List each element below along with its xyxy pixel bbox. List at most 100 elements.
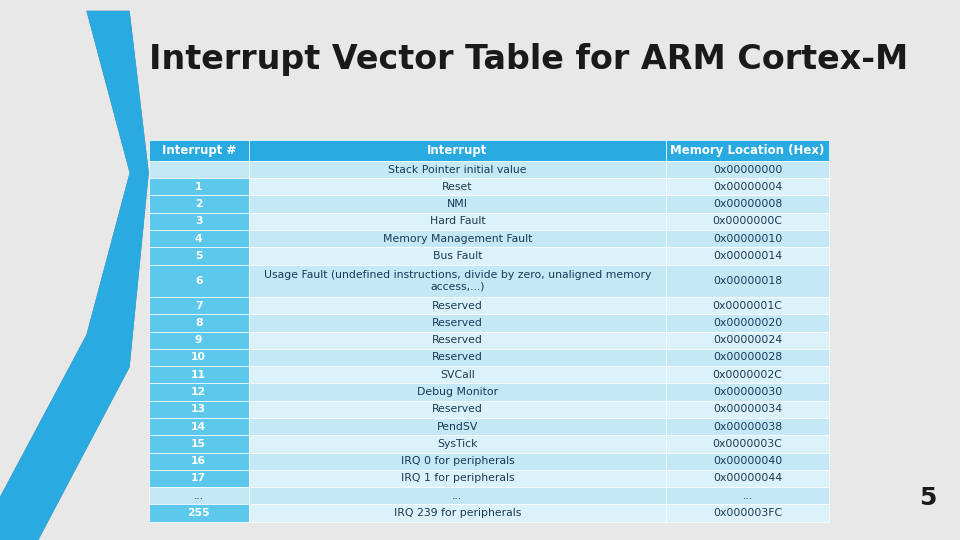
Polygon shape <box>0 11 149 540</box>
Text: 0x0000001C: 0x0000001C <box>712 301 782 310</box>
Text: 8: 8 <box>195 318 203 328</box>
Text: 0x00000010: 0x00000010 <box>713 234 782 244</box>
Text: SVCall: SVCall <box>440 370 475 380</box>
Bar <box>149 418 249 435</box>
Text: 7: 7 <box>195 301 203 310</box>
Bar <box>249 178 666 195</box>
Text: Hard Fault: Hard Fault <box>430 217 485 226</box>
Bar <box>666 349 828 366</box>
Bar <box>666 230 828 247</box>
Text: Reserved: Reserved <box>432 404 483 414</box>
Bar <box>149 349 249 366</box>
Text: 0x0000003C: 0x0000003C <box>712 439 782 449</box>
Bar <box>249 418 666 435</box>
Text: 0x00000024: 0x00000024 <box>713 335 782 345</box>
Bar <box>666 247 828 265</box>
Text: 11: 11 <box>191 370 206 380</box>
Text: 0x00000028: 0x00000028 <box>713 353 782 362</box>
Bar <box>249 297 666 314</box>
Bar <box>249 332 666 349</box>
Bar <box>149 453 249 470</box>
Bar <box>666 178 828 195</box>
Bar <box>666 265 828 297</box>
Bar <box>149 487 249 504</box>
Bar <box>249 314 666 332</box>
Text: Debug Monitor: Debug Monitor <box>417 387 498 397</box>
Text: 0x00000030: 0x00000030 <box>713 387 782 397</box>
Text: NMI: NMI <box>447 199 468 209</box>
Bar <box>666 195 828 213</box>
Text: 16: 16 <box>191 456 206 466</box>
Bar <box>249 161 666 178</box>
Bar <box>666 161 828 178</box>
Bar <box>666 366 828 383</box>
Text: 255: 255 <box>187 508 210 518</box>
Bar <box>666 383 828 401</box>
Text: 0x00000038: 0x00000038 <box>713 422 782 431</box>
Bar <box>149 230 249 247</box>
Text: Stack Pointer initial value: Stack Pointer initial value <box>388 165 527 174</box>
Text: 2: 2 <box>195 199 203 209</box>
Bar <box>149 314 249 332</box>
Text: 9: 9 <box>195 335 203 345</box>
Bar <box>666 453 828 470</box>
Bar <box>249 195 666 213</box>
Bar <box>249 504 666 522</box>
Bar <box>149 383 249 401</box>
Text: 15: 15 <box>191 439 206 449</box>
Bar <box>249 453 666 470</box>
Text: 1: 1 <box>195 182 203 192</box>
Bar <box>149 470 249 487</box>
Bar <box>249 140 666 161</box>
Bar <box>149 297 249 314</box>
Text: ...: ... <box>452 491 463 501</box>
Bar <box>249 230 666 247</box>
Bar <box>249 470 666 487</box>
Text: 0x0000002C: 0x0000002C <box>712 370 782 380</box>
Bar <box>149 140 249 161</box>
Bar <box>149 161 249 178</box>
Polygon shape <box>0 11 149 540</box>
Text: 13: 13 <box>191 404 206 414</box>
Text: PendSV: PendSV <box>437 422 478 431</box>
Text: 0x000003FC: 0x000003FC <box>713 508 782 518</box>
Text: 4: 4 <box>195 234 203 244</box>
Bar <box>249 383 666 401</box>
Text: 0x00000008: 0x00000008 <box>713 199 782 209</box>
Text: Memory Management Fault: Memory Management Fault <box>383 234 532 244</box>
Text: Reserved: Reserved <box>432 301 483 310</box>
Bar <box>249 401 666 418</box>
Bar <box>149 247 249 265</box>
Text: IRQ 239 for peripherals: IRQ 239 for peripherals <box>394 508 521 518</box>
Bar <box>666 140 828 161</box>
Bar <box>149 332 249 349</box>
Text: 0x00000020: 0x00000020 <box>713 318 782 328</box>
Text: Usage Fault (undefined instructions, divide by zero, unaligned memory
access,...: Usage Fault (undefined instructions, div… <box>264 270 651 292</box>
Text: 0x0000000C: 0x0000000C <box>712 217 782 226</box>
Text: 5: 5 <box>195 251 203 261</box>
Text: 14: 14 <box>191 422 206 431</box>
Text: Interrupt: Interrupt <box>427 144 488 157</box>
Text: Memory Location (Hex): Memory Location (Hex) <box>670 144 825 157</box>
Text: Reserved: Reserved <box>432 335 483 345</box>
Bar <box>249 349 666 366</box>
Bar <box>149 366 249 383</box>
Bar <box>666 470 828 487</box>
Text: 3: 3 <box>195 217 203 226</box>
Bar <box>249 265 666 297</box>
Bar <box>666 418 828 435</box>
Bar <box>249 487 666 504</box>
Text: SysTick: SysTick <box>437 439 478 449</box>
Text: Interrupt #: Interrupt # <box>161 144 236 157</box>
Text: ...: ... <box>194 491 204 501</box>
Bar <box>149 265 249 297</box>
Text: 17: 17 <box>191 474 206 483</box>
Text: 0x00000004: 0x00000004 <box>713 182 782 192</box>
Text: Interrupt Vector Table for ARM Cortex-M: Interrupt Vector Table for ARM Cortex-M <box>149 43 908 76</box>
Bar <box>149 178 249 195</box>
Bar <box>666 435 828 453</box>
Text: Reserved: Reserved <box>432 318 483 328</box>
Text: 10: 10 <box>191 353 206 362</box>
Bar <box>666 332 828 349</box>
Bar <box>249 366 666 383</box>
